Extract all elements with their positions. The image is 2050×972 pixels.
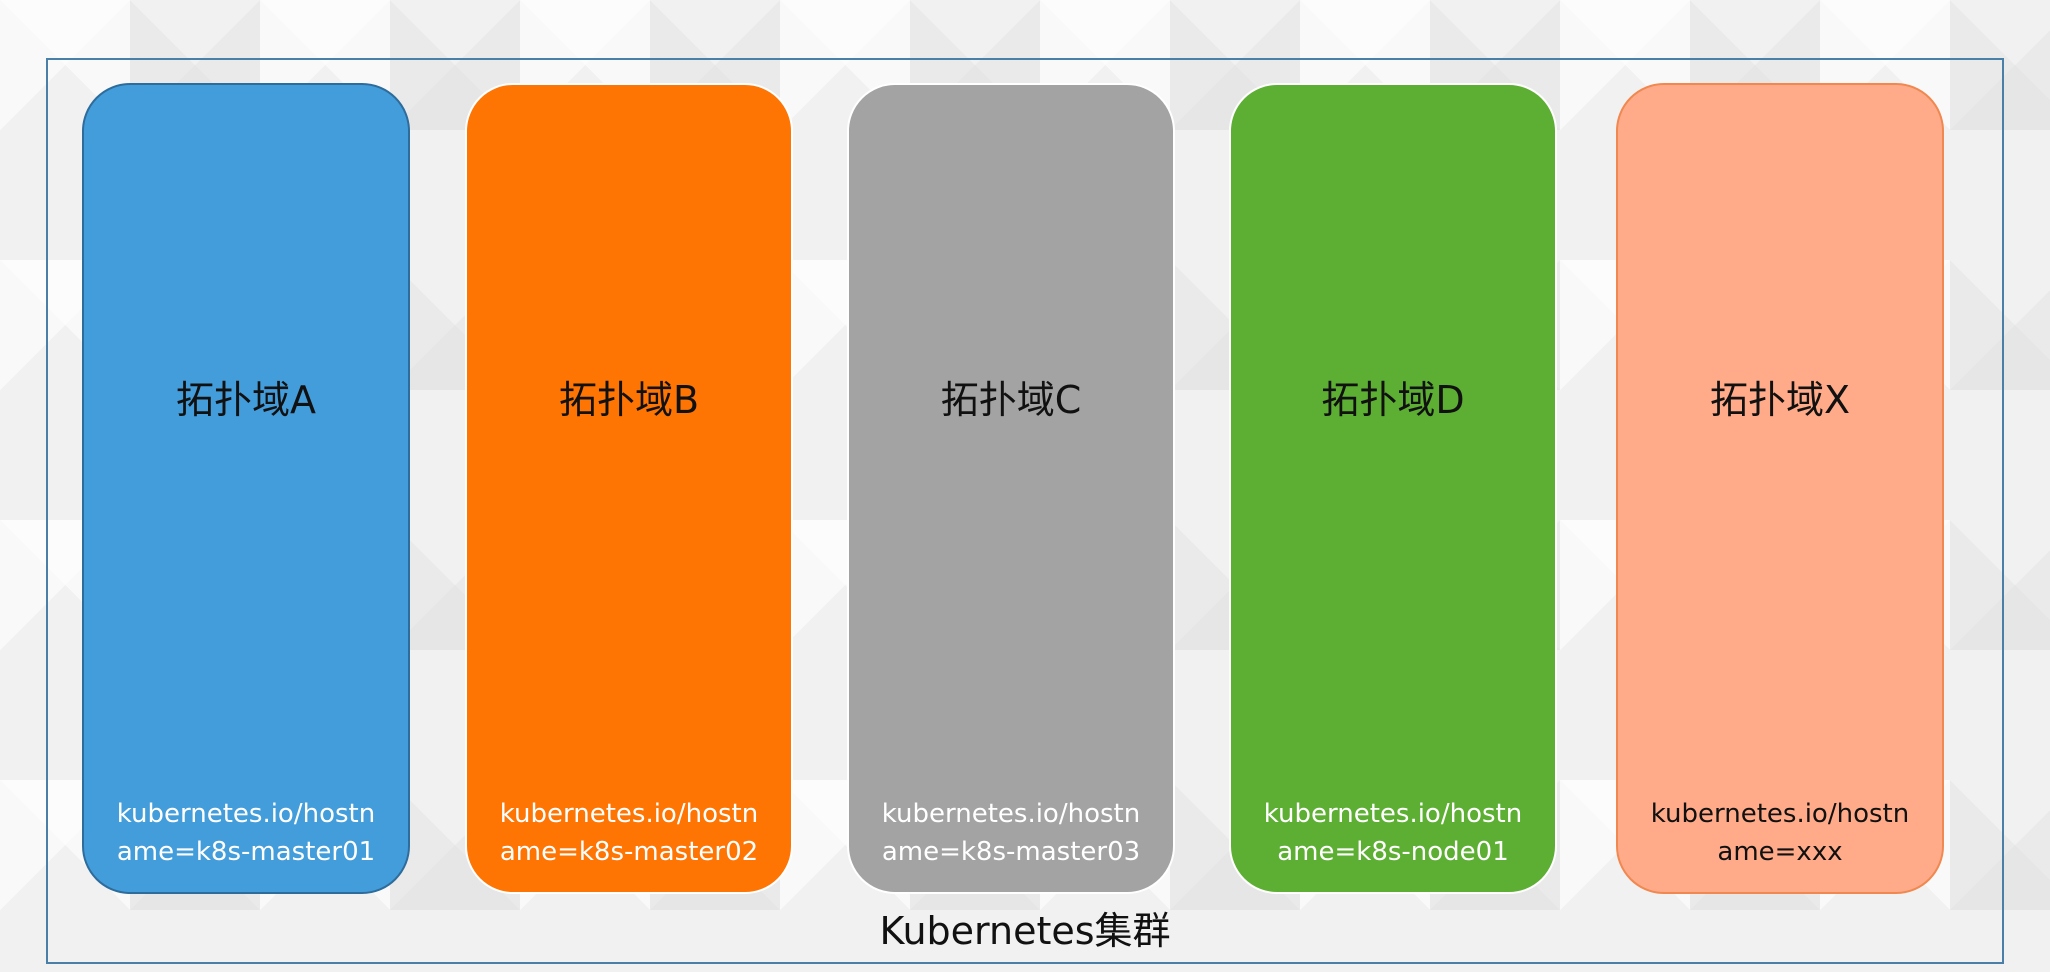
domain-c-label: kubernetes.io/hostn ame=k8s-master03 [881, 799, 1141, 867]
domain-a-label: kubernetes.io/hostn ame=k8s-master01 [116, 799, 376, 867]
cluster-label: Kubernetes集群 [879, 909, 1171, 953]
domain-d-label: kubernetes.io/hostn ame=k8s-node01 [1263, 799, 1523, 867]
domain-x-title: 拓扑域X [1709, 378, 1851, 422]
topology-domain-a: 拓扑域A kubernetes.io/hostn ame=k8s-master0… [82, 83, 410, 894]
topology-domain-b: 拓扑域B kubernetes.io/hostn ame=k8s-master0… [465, 83, 793, 894]
domain-c-title: 拓扑域C [940, 378, 1082, 422]
domain-d-title: 拓扑域D [1321, 378, 1465, 422]
domain-b-title: 拓扑域B [558, 378, 700, 422]
cluster-frame [46, 58, 2004, 964]
domain-b-label: kubernetes.io/hostn ame=k8s-master02 [499, 799, 759, 867]
topology-domain-x: 拓扑域X kubernetes.io/hostn ame=xxx [1616, 83, 1944, 894]
topology-domain-d: 拓扑域D kubernetes.io/hostn ame=k8s-node01 [1229, 83, 1557, 894]
domain-a-title: 拓扑域A [176, 378, 316, 422]
topology-domain-c: 拓扑域C kubernetes.io/hostn ame=k8s-master0… [847, 83, 1175, 894]
domain-x-label: kubernetes.io/hostn ame=xxx [1650, 799, 1910, 867]
